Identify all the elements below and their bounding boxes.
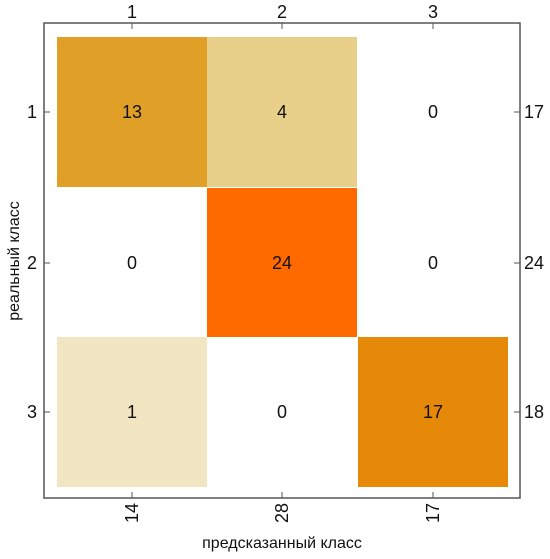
heatmap-cell-r1-c2 [207, 37, 357, 187]
heatmap-cell-r1-c1 [57, 37, 207, 187]
row-total-label-3: 18 [524, 402, 544, 422]
cell-value-r3-c2: 0 [277, 402, 287, 422]
heatmap-cell-r2-c3 [358, 188, 508, 338]
heatmap-cell-r1-c3 [358, 37, 508, 187]
y-axis-label: реальный класс [6, 201, 23, 321]
cell-value-r1-c2: 4 [277, 102, 287, 122]
cell-value-r3-c3: 17 [423, 402, 443, 422]
cell-value-r2-c2: 24 [272, 253, 292, 273]
heatmap-cell-r3-c2 [207, 337, 357, 487]
bottom-column-total-labels: 14 28 17 [122, 503, 443, 523]
left-tick-label-2: 2 [27, 253, 37, 273]
cell-value-r3-c1: 1 [127, 402, 137, 422]
tick-marks [44, 23, 520, 498]
cell-value-r2-c3: 0 [428, 253, 438, 273]
heatmap-cell-r3-c1 [57, 337, 207, 487]
top-tick-label-3: 3 [428, 2, 438, 22]
heatmap-cell-r3-c3 [358, 337, 508, 487]
heatmap-cells [57, 37, 508, 487]
left-y-tick-labels: 1 2 3 [27, 102, 37, 422]
heatmap-cell-r2-c2 [207, 188, 357, 338]
row-total-label-1: 17 [524, 102, 544, 122]
cell-value-r1-c1: 13 [122, 102, 142, 122]
column-total-label-3: 17 [423, 503, 443, 523]
left-tick-label-1: 1 [27, 102, 37, 122]
cell-value-labels: 13 4 0 0 24 0 1 0 17 [122, 102, 443, 422]
column-total-label-2: 28 [272, 503, 292, 523]
cell-value-r2-c1: 0 [127, 253, 137, 273]
top-tick-label-1: 1 [127, 2, 137, 22]
top-tick-label-2: 2 [277, 2, 287, 22]
top-x-tick-labels: 1 2 3 [127, 2, 438, 22]
heatmap-cell-r2-c1 [57, 188, 207, 338]
cell-value-r1-c3: 0 [428, 102, 438, 122]
right-row-total-labels: 17 24 18 [524, 102, 544, 422]
column-total-label-1: 14 [122, 503, 142, 523]
left-tick-label-3: 3 [27, 402, 37, 422]
x-axis-label: предсказанный класс [202, 535, 362, 552]
row-total-label-2: 24 [524, 253, 544, 273]
